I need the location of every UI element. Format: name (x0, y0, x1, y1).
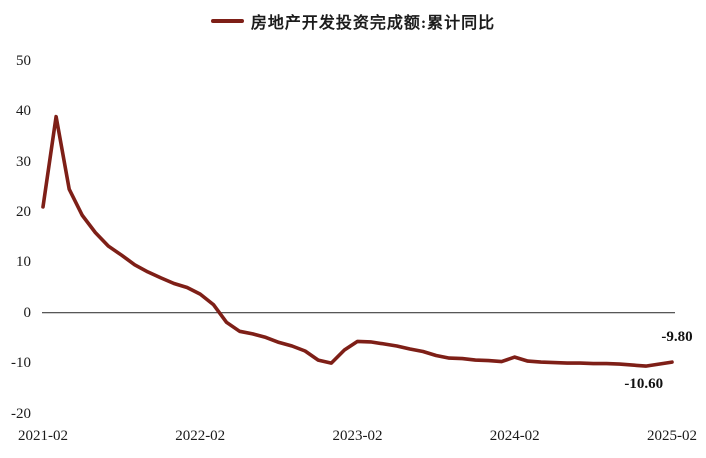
x-tick-label: 2023-02 (332, 428, 383, 444)
y-tick-label: 50 (16, 52, 31, 69)
legend-label: 房地产开发投资完成额:累计同比 (250, 15, 496, 32)
y-tick-label: 40 (16, 103, 31, 120)
data-label-2024-12: -10.60 (624, 376, 664, 393)
y-tick-label: 0 (23, 304, 32, 321)
y-tick-label: 30 (16, 153, 31, 170)
chart-legend: 房地产开发投资完成额:累计同比 (0, 9, 706, 33)
legend-line-swatch (210, 19, 244, 23)
x-tick-label: 2024-02 (489, 428, 540, 444)
y-tick-label: 10 (16, 254, 31, 271)
x-tick-label: 2022-02 (175, 428, 226, 444)
data-label-latest: -9.80 (661, 329, 693, 346)
series-line (41, 114, 674, 368)
y-tick-label: 20 (16, 203, 31, 220)
y-tick-label: -20 (11, 405, 31, 422)
x-tick-label: 2025-02 (647, 428, 697, 444)
x-tick-label: 2021-02 (18, 428, 68, 444)
y-tick-label: -10 (11, 355, 31, 372)
